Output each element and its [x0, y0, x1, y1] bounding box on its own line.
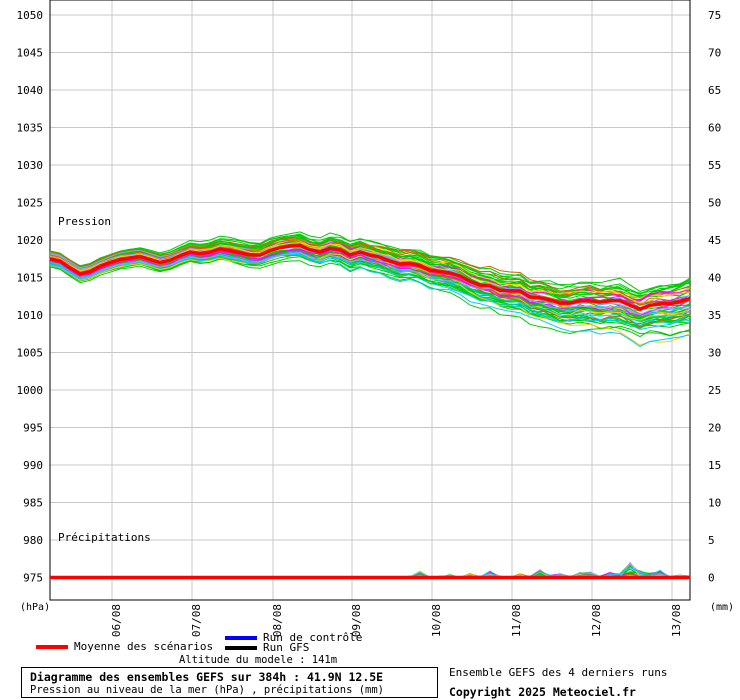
left-tick-label: 1030: [17, 159, 44, 172]
altitude-text: Altitude du modele : 141m: [179, 654, 338, 666]
left-tick-label: 985: [23, 497, 43, 510]
chart-title: Diagramme des ensembles GEFS sur 384h : …: [30, 670, 384, 684]
left-tick-label: 975: [23, 572, 43, 585]
x-tick-label: 12/08: [590, 604, 603, 637]
title-box: Diagramme des ensembles GEFS sur 384h : …: [21, 667, 438, 698]
legend-control: Run de contrôle: [225, 631, 362, 644]
ensemble-member-line: [49, 248, 691, 317]
right-tick-label: 70: [708, 47, 721, 60]
legend-gfs-swatch: [225, 646, 257, 650]
ensemble-member-line: [49, 252, 691, 348]
left-tick-label: 1050: [17, 9, 44, 22]
x-tick-label: 06/08: [110, 604, 123, 637]
ensemble-member-line: [49, 239, 691, 306]
x-tick-label: 08/08: [271, 604, 284, 637]
right-tick-label: 25: [708, 384, 721, 397]
right-tick-label: 75: [708, 9, 721, 22]
mean-pressure-line: [49, 243, 691, 311]
left-tick-label: 1025: [17, 197, 44, 210]
right-tick-label: 35: [708, 309, 721, 322]
x-tick-label: 09/08: [350, 604, 363, 637]
legend-control-label: Run de contrôle: [263, 631, 363, 644]
x-tick-label: 11/08: [510, 604, 523, 637]
legend-mean-label: Moyenne des scénarios: [74, 640, 214, 653]
right-tick-label: 15: [708, 459, 721, 472]
ensemble-member-line: [49, 238, 691, 302]
left-tick-label: 1020: [17, 234, 44, 247]
left-tick-label: 1015: [17, 272, 44, 285]
legend-mean-swatch: [36, 645, 68, 649]
legend-mean: Moyenne des scénarios: [36, 640, 213, 653]
right-tick-label: 50: [708, 197, 721, 210]
x-tick-label: 10/08: [430, 604, 443, 637]
right-tick-label: 10: [708, 497, 721, 510]
left-tick-label: 1045: [17, 47, 44, 60]
right-tick-label: 0: [708, 572, 715, 585]
legend-control-swatch: [225, 636, 257, 640]
copyright: Copyright 2025 Meteociel.fr: [449, 685, 636, 699]
right-unit-label: (mm): [710, 602, 734, 613]
left-unit-label: (hPa): [20, 602, 50, 613]
left-tick-label: 990: [23, 459, 43, 472]
right-tick-label: 30: [708, 347, 721, 360]
legend-gfs: Run GFS: [225, 641, 309, 654]
chart-subtitle: Pression au niveau de la mer (hPa) , pré…: [30, 684, 385, 696]
section-pressure-label: Pression: [58, 215, 111, 228]
left-tick-label: 1040: [17, 84, 44, 97]
x-tick-label: 13/08: [670, 604, 683, 637]
right-tick-label: 40: [708, 272, 721, 285]
runs-info: Ensemble GEFS des 4 derniers runs: [449, 666, 668, 679]
left-tick-label: 1010: [17, 309, 44, 322]
ensemble-member-line: [49, 252, 691, 316]
right-tick-label: 60: [708, 122, 721, 135]
right-tick-label: 5: [708, 534, 715, 547]
x-tick-label: 07/08: [190, 604, 203, 637]
left-tick-label: 995: [23, 422, 43, 435]
left-tick-label: 980: [23, 534, 43, 547]
left-tick-label: 1005: [17, 347, 44, 360]
right-tick-label: 45: [708, 234, 721, 247]
left-tick-label: 1035: [17, 122, 44, 135]
right-tick-label: 55: [708, 159, 721, 172]
right-tick-label: 20: [708, 422, 721, 435]
section-precip-label: Précipitations: [58, 531, 151, 544]
right-tick-label: 65: [708, 84, 721, 97]
left-tick-label: 1000: [17, 384, 44, 397]
mean-series: [49, 243, 691, 580]
legend-gfs-label: Run GFS: [263, 641, 310, 654]
